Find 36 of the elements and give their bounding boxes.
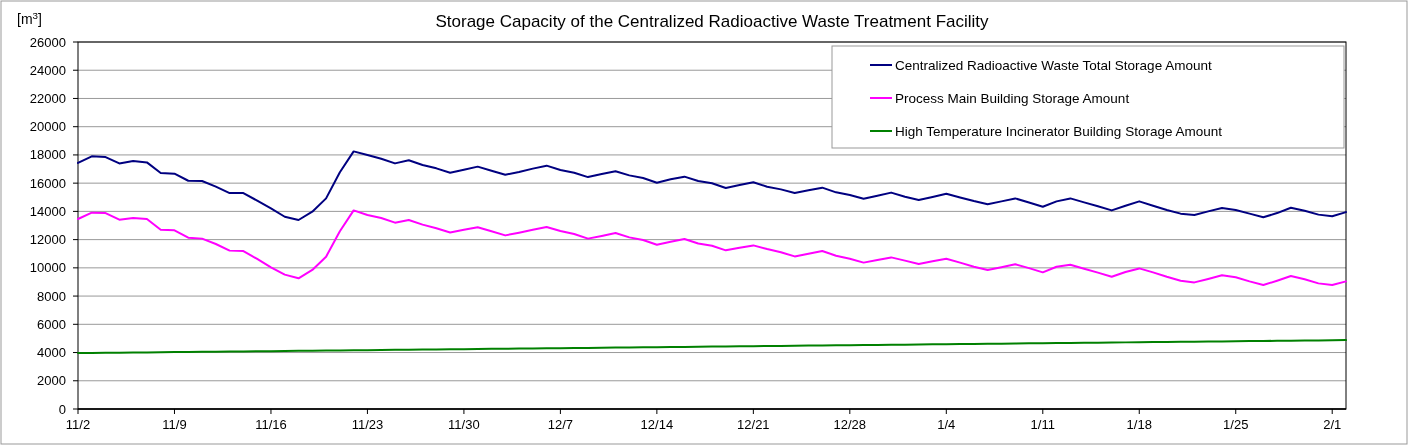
y-tick-label: 0 xyxy=(58,401,66,417)
y-tick-label: 12000 xyxy=(29,232,66,248)
legend-label: Centralized Radioactive Waste Total Storage Amount xyxy=(895,58,1212,73)
legend-label: High Temperature Incinerator Building Storage Amount xyxy=(895,124,1223,139)
x-tick-label: 11/23 xyxy=(351,417,384,432)
x-tick-label: 12/28 xyxy=(833,417,867,432)
x-tick-label: 12/7 xyxy=(547,417,574,432)
line-series xyxy=(77,209,1347,287)
x-tick-label: 12/14 xyxy=(640,417,674,432)
chart-title: Storage Capacity of the Centralized Radioactive Waste Treatment Facility xyxy=(435,12,990,31)
x-tick-label: 1/4 xyxy=(937,417,956,432)
y-tick-label: 26000 xyxy=(29,34,66,50)
x-tick-label: 11/16 xyxy=(255,417,287,432)
y-tick-label: 6000 xyxy=(37,316,66,332)
x-tick-label: 11/9 xyxy=(162,417,187,432)
y-tick-label: 22000 xyxy=(29,91,66,107)
legend-label: Process Main Building Storage Amount xyxy=(895,91,1130,106)
y-tick-label: 10000 xyxy=(29,260,66,276)
x-tick-label: 12/21 xyxy=(737,417,770,432)
y-tick-label: 2000 xyxy=(37,373,66,389)
y-tick-label: 14000 xyxy=(29,203,66,219)
x-tick-label: 11/2 xyxy=(65,417,91,432)
y-tick-label: 24000 xyxy=(29,62,66,78)
y-tick-label: 20000 xyxy=(29,119,66,135)
y-tick-label: 8000 xyxy=(37,288,66,304)
line-series xyxy=(77,339,1347,355)
x-tick-label: 1/11 xyxy=(1030,417,1055,432)
y-tick-label: 18000 xyxy=(29,147,66,163)
y-tick-label: 16000 xyxy=(29,175,66,191)
x-tick-label: 1/18 xyxy=(1126,417,1152,432)
x-tick-label: 1/25 xyxy=(1223,417,1249,432)
x-tick-label: 2/1 xyxy=(1323,417,1342,432)
x-tick-label: 11/30 xyxy=(448,417,480,432)
line-series xyxy=(77,150,1347,221)
y-tick-label: 4000 xyxy=(37,345,66,361)
y-axis-title: [m$^{3}$] xyxy=(17,9,42,27)
